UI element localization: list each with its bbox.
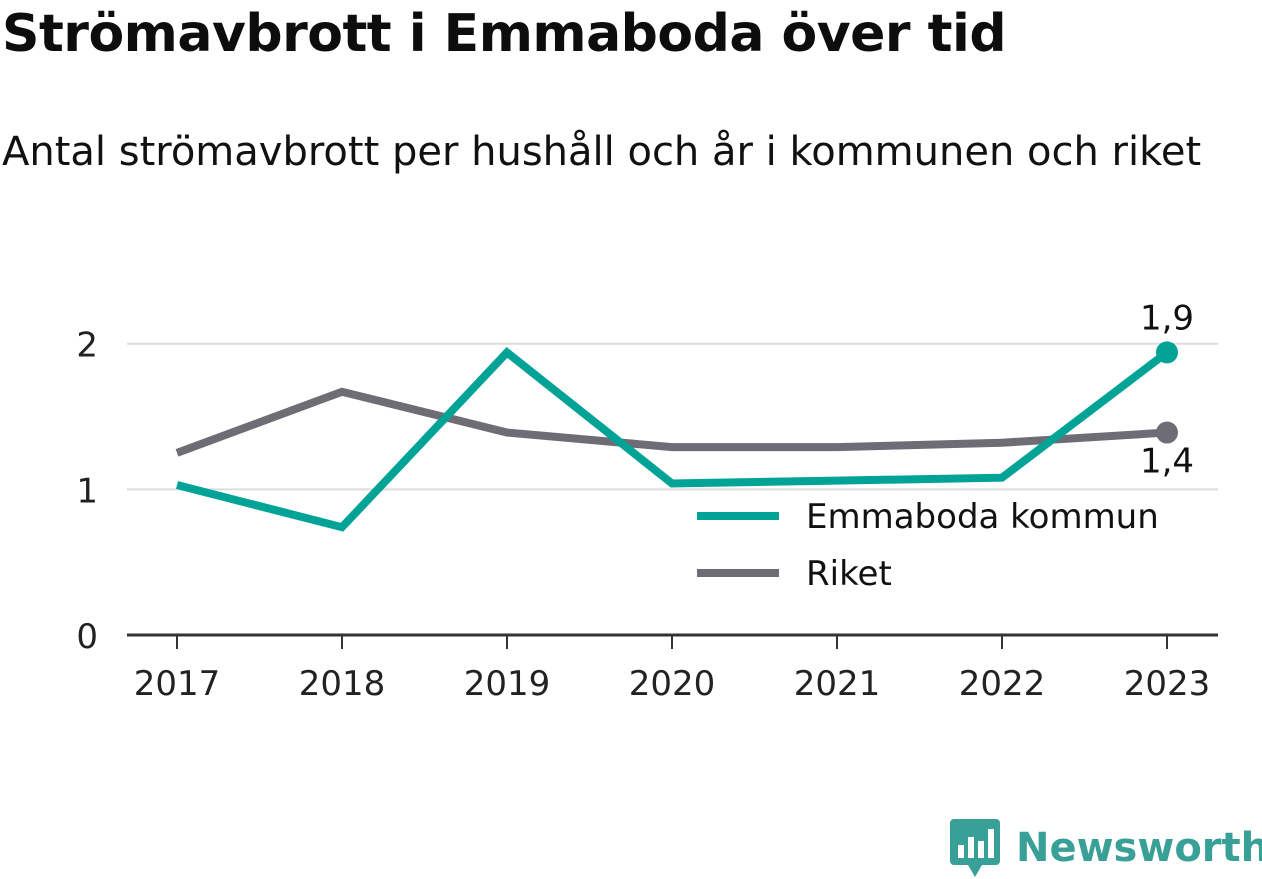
- x-tick-label-2021: 2021: [794, 664, 881, 704]
- series-lines: [175, 341, 1178, 532]
- y-tick-label-1: 1: [76, 471, 98, 511]
- chart-subtitle: Antal strömavbrott per hushåll och år i …: [2, 129, 1202, 175]
- chart-title: Strömavbrott i Emmaboda över tid: [2, 4, 1007, 64]
- y-tick-label-2: 2: [76, 326, 98, 366]
- y-axis-tick-labels: 0 1 2: [76, 326, 98, 657]
- data-point-riket-2023: [1156, 421, 1178, 444]
- x-tick-label-2022: 2022: [959, 664, 1046, 704]
- logo-wordmark: Newsworthy: [1016, 825, 1262, 871]
- x-axis: 2017 2018 2019 2020 2021 2022 2023: [127, 633, 1218, 704]
- end-value-labels: 1,4 1,9: [1140, 298, 1194, 481]
- x-tick-label-2018: 2018: [299, 664, 386, 704]
- legend-label-emmaboda-kommun: Emmaboda kommun: [806, 497, 1159, 537]
- x-tick-label-2020: 2020: [629, 664, 716, 704]
- x-tick-label-2019: 2019: [464, 664, 551, 704]
- data-point-emmaboda-kommun-2023: [1156, 341, 1178, 364]
- x-tick-label-2023: 2023: [1124, 664, 1211, 704]
- legend-label-riket: Riket: [806, 554, 892, 594]
- end-label-riket: 1,4: [1140, 442, 1194, 482]
- newsworthy-logo: Newsworthy: [950, 819, 1262, 877]
- legend: Emmaboda kommun Riket: [697, 497, 1159, 594]
- series-line-riket: [175, 387, 1168, 457]
- newsworthy-chart-speech-bubble-icon: [950, 819, 1000, 877]
- y-tick-label-0: 0: [76, 617, 98, 657]
- x-tick-label-2017: 2017: [134, 664, 221, 704]
- gridlines: [127, 342, 1218, 491]
- series-line-emmaboda-kommun: [176, 347, 1170, 532]
- end-label-emmaboda-kommun: 1,9: [1140, 298, 1194, 338]
